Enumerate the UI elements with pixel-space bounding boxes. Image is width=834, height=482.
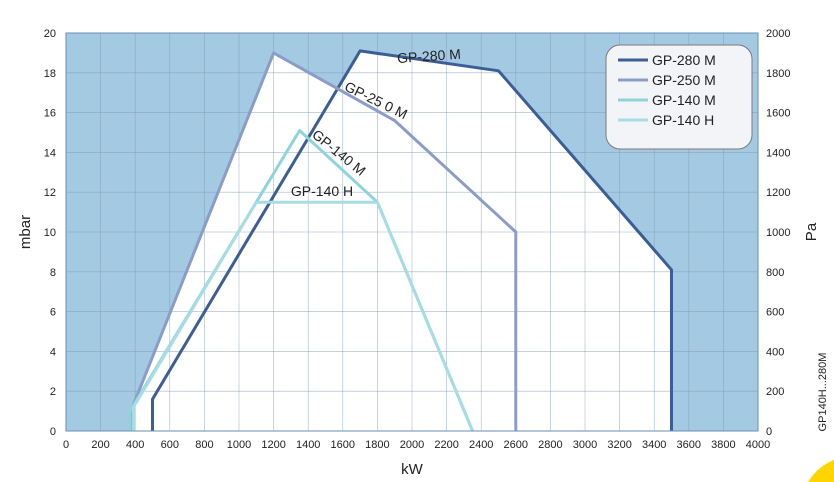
x-tick-label: 3800: [711, 439, 735, 451]
y-tick-label: 16: [44, 108, 56, 120]
x-tick-label: 2200: [434, 439, 458, 451]
y2-tick-label: 1000: [766, 227, 790, 239]
x-tick-label: 600: [161, 439, 179, 451]
legend-box: [605, 44, 753, 150]
x-tick-label: 2400: [469, 439, 493, 451]
y2-tick-label: 1800: [766, 68, 790, 80]
x-tick-label: 0: [63, 439, 69, 451]
x-tick-label: 2600: [504, 439, 528, 451]
x-axis-title: kW: [401, 461, 424, 478]
x-tick-label: 2800: [538, 439, 562, 451]
corner-tab: [808, 460, 834, 482]
y2-axis-title: Pa: [803, 222, 820, 241]
legend-label: GP-140 H: [652, 112, 714, 128]
y2-tick-label: 800: [766, 267, 784, 279]
y2-tick-label: 1400: [766, 147, 790, 159]
y-tick-label: 6: [50, 307, 56, 319]
envelope-area: [133, 202, 473, 431]
legend: GP-280 M GP-250 M GP-140 M GP-140 H: [605, 44, 753, 150]
y2-tick-label: 600: [766, 307, 784, 319]
y2-tick-label: 2000: [766, 28, 790, 40]
x-tick-label: 800: [195, 439, 213, 451]
legend-label: GP-140 M: [652, 92, 716, 108]
y-tick-label: 4: [50, 346, 56, 358]
y2-tick-label: 1200: [766, 187, 790, 199]
x-tick-label: 1600: [331, 439, 355, 451]
y-axis-title: mbar: [17, 215, 34, 249]
x-tick-label: 1800: [365, 439, 389, 451]
series-line: [132, 200, 474, 431]
x-tick-label: 2000: [400, 439, 424, 451]
y-tick-label: 0: [50, 426, 56, 438]
x-tick-label: 3000: [573, 439, 597, 451]
x-tick-label: 3600: [677, 439, 701, 451]
legend-label: GP-250 M: [652, 72, 716, 88]
x-tick-label: 4000: [746, 439, 770, 451]
y2-tick-label: 400: [766, 346, 784, 358]
y-tick-label: 18: [44, 68, 56, 80]
y2-tick-label: 1600: [766, 108, 790, 120]
series-label: GP-280 M: [397, 46, 462, 66]
x-tick-label: 1000: [227, 439, 251, 451]
series-label: GP-140 H: [291, 183, 353, 199]
y2-tick-label: 200: [766, 386, 784, 398]
y-tick-label: 12: [44, 187, 56, 199]
legend-label: GP-280 M: [652, 52, 716, 68]
x-tick-label: 400: [126, 439, 144, 451]
plot-frame: [65, 32, 759, 432]
x-tick-label: 3200: [607, 439, 631, 451]
series-line: [151, 49, 673, 431]
series-line: [130, 51, 518, 431]
y-tick-label: 10: [44, 227, 56, 239]
side-label: GP140H...280M: [817, 353, 829, 432]
x-tick-label: 1200: [261, 439, 285, 451]
x-tick-label: 1400: [296, 439, 320, 451]
y-tick-label: 20: [44, 28, 56, 40]
y-tick-label: 2: [50, 386, 56, 398]
x-tick-label: 3400: [642, 439, 666, 451]
y-tick-label: 8: [50, 267, 56, 279]
y2-tick-label: 0: [766, 426, 772, 438]
y-tick-label: 14: [44, 147, 56, 159]
x-tick-label: 200: [91, 439, 109, 451]
